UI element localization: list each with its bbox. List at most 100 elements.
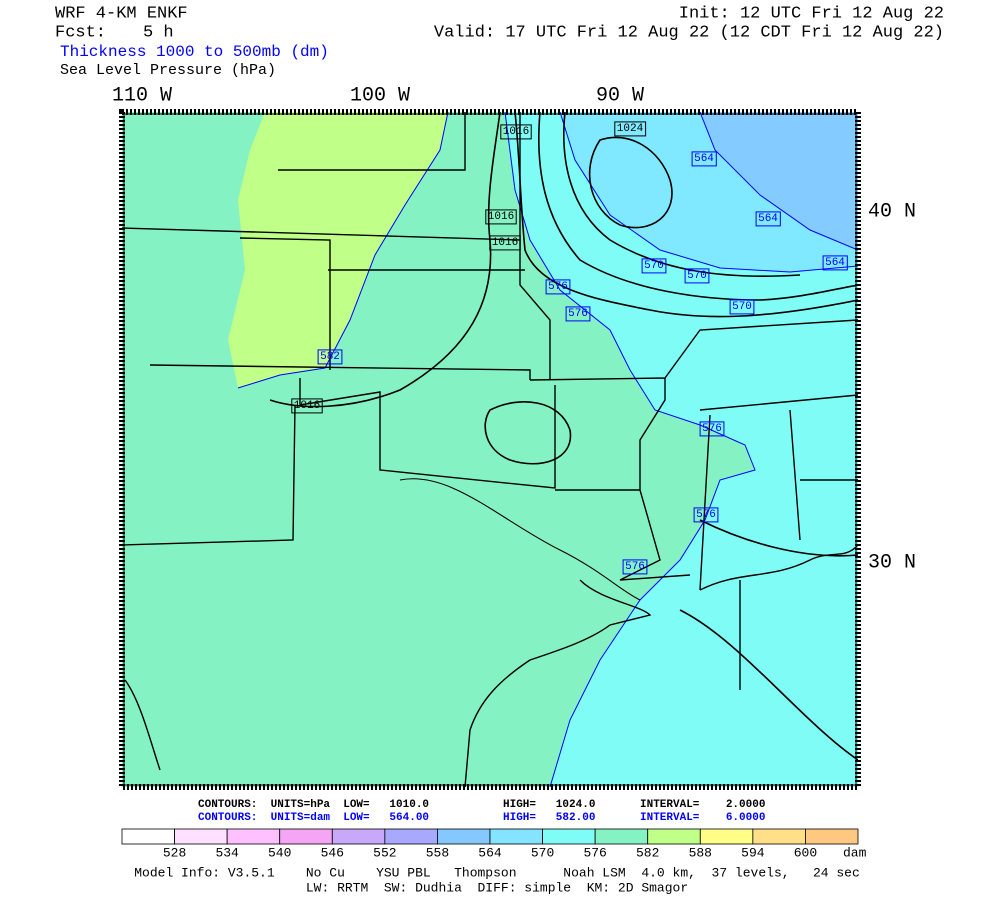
thickness-label: 576 [568, 308, 588, 320]
map-area [119, 109, 861, 790]
thickness-contour [237, 112, 449, 389]
coastline [464, 579, 652, 787]
forecast-value: 5 h [143, 23, 174, 42]
thickness-contour-info: INTERVAL= 6.0000 [640, 812, 765, 824]
model-name: WRF 4-KM ENKF [55, 4, 188, 23]
thickness-label: 582 [320, 351, 340, 363]
label-box [500, 124, 532, 140]
thickness-label: 570 [644, 260, 664, 272]
physics-info: LW: RRTM SW: Dudhia DIFF: simple KM: 2D … [306, 880, 688, 895]
thickness-contour-info: CONTOURS: UNITS=dam LOW= 564.00 [198, 812, 429, 824]
pressure-contour-info: INTERVAL= 2.0000 [640, 799, 765, 811]
pressure-label: 1024 [617, 123, 644, 135]
model-info: Model Info: V3.5.1 No Cu YSU PBL Thompso… [134, 865, 860, 880]
longitude-label: 110 W [112, 84, 172, 107]
label-box [822, 255, 848, 271]
label-box [622, 559, 648, 575]
field-pressure: Sea Level Pressure (hPa) [60, 62, 276, 79]
label-box [729, 299, 755, 315]
label-box [291, 398, 323, 414]
colorbar-label: 600 [794, 845, 817, 860]
label-box [485, 209, 517, 225]
colorbar-swatch [437, 828, 491, 845]
label-box [489, 235, 521, 251]
fill-582-588 [228, 112, 448, 388]
init-time: Init: 12 UTC Fri 12 Aug 22 [679, 4, 944, 23]
pressure-label: 1016 [488, 211, 514, 223]
thickness-label: 564 [758, 213, 778, 225]
label-box [691, 151, 717, 167]
label-box [317, 349, 343, 365]
longitude-label: 90 W [596, 84, 644, 107]
colorbar-label: 564 [478, 845, 502, 860]
colorbar-swatch [594, 828, 649, 845]
coastline [124, 679, 161, 771]
colorbar-swatch [174, 828, 228, 845]
pressure-contour [269, 112, 501, 408]
pressure-contour [679, 519, 858, 761]
colorbar-swatch [384, 828, 438, 845]
thickness-contour [699, 112, 858, 251]
pressure-contour [563, 112, 801, 277]
pressure-contour [588, 136, 673, 229]
label-box [755, 211, 781, 227]
thickness-label: 564 [694, 153, 714, 165]
thickness-label: 576 [702, 423, 722, 435]
colorbar-swatch [647, 828, 701, 845]
colorbar-swatch [121, 828, 175, 845]
colorbar-swatch [489, 828, 543, 845]
colorbar-label: 558 [426, 845, 449, 860]
pressure-contour-info: CONTOURS: UNITS=hPa LOW= 1010.0 [198, 799, 429, 811]
thickness-label: 570 [687, 270, 707, 282]
forecast-label: Fcst: [55, 23, 106, 42]
label-box [641, 258, 667, 274]
pressure-contour-info: HIGH= 1024.0 [503, 799, 595, 811]
pressure-label: 1016 [294, 400, 320, 412]
label-box [693, 507, 719, 523]
label-box [614, 121, 647, 137]
pressure-label: 1016 [503, 126, 529, 138]
label-box [565, 306, 591, 322]
colorbar-swatch [279, 828, 333, 845]
thickness-contour-info: HIGH= 582.00 [503, 812, 595, 824]
map-frame-inner [123, 113, 857, 786]
colorbar-label: 588 [689, 845, 712, 860]
latitude-label: 30 N [868, 551, 916, 574]
label-box [545, 279, 571, 295]
colorbar-label: 594 [741, 845, 765, 860]
thickness-label: 576 [625, 561, 645, 573]
colorbar-swatch [752, 828, 806, 845]
colorbar-label: 546 [321, 845, 344, 860]
field-thickness: Thickness 1000 to 500mb (dm) [60, 43, 329, 61]
thickness-label: 576 [696, 509, 716, 521]
pressure-label: 1016 [492, 237, 518, 249]
river [399, 478, 641, 601]
colorbar-label: 582 [636, 845, 659, 860]
map-frame [119, 109, 861, 790]
colorbar: 528 534 540 546 552 558 564 570 576 582 588 594 600 [121, 828, 859, 860]
thickness-label: 576 [548, 281, 568, 293]
valid-time: Valid: 17 UTC Fri 12 Aug 22 (12 CDT Fri … [434, 23, 944, 42]
label-box [684, 268, 710, 284]
label-box [699, 421, 725, 437]
colorbar-swatch [805, 828, 859, 845]
fill-570-576 [505, 112, 858, 787]
pressure-contour [537, 112, 858, 301]
thickness-contour [559, 112, 858, 273]
colorbar-unit: dam [843, 845, 867, 860]
thickness-contour [504, 112, 756, 787]
thickness-label: 564 [825, 257, 845, 269]
colorbar-label: 570 [531, 845, 554, 860]
pressure-contour [484, 401, 572, 465]
colorbar-label: 528 [163, 845, 186, 860]
colorbar-swatch [699, 828, 754, 845]
colorbar-label: 576 [583, 845, 606, 860]
fill-558-564 [700, 112, 858, 250]
coastline [699, 544, 858, 591]
colorbar-swatch [331, 828, 386, 845]
colorbar-swatch [542, 828, 596, 845]
colorbar-label: 552 [373, 845, 396, 860]
colorbar-swatch [226, 828, 281, 845]
latitude-label: 40 N [868, 200, 916, 223]
